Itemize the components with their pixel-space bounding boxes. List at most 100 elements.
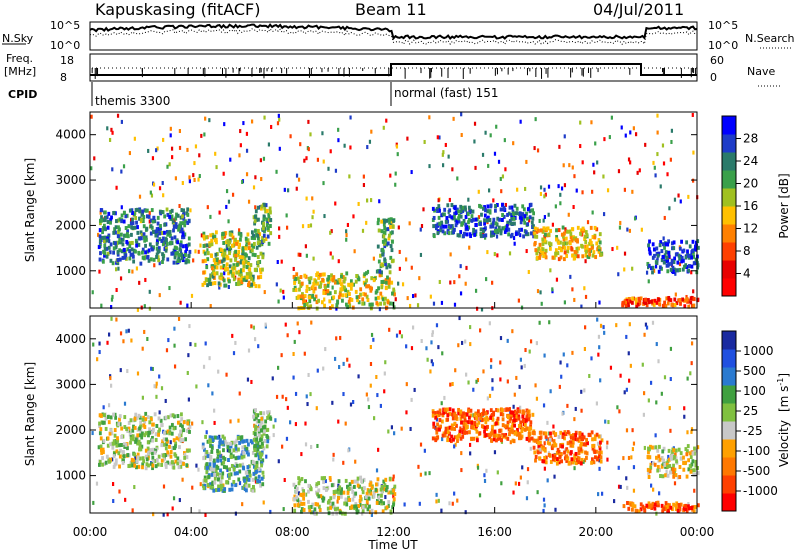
heatmap-cell — [349, 402, 353, 407]
heatmap-cell — [267, 241, 271, 246]
heatmap-cell — [478, 431, 482, 436]
heatmap-cell — [146, 446, 150, 451]
heatmap-cell — [262, 226, 265, 231]
heatmap-cell — [682, 455, 685, 460]
heatmap-cell — [245, 446, 249, 451]
heatmap-cell — [161, 259, 164, 264]
heatmap-cell — [308, 508, 312, 513]
heatmap-cell — [321, 272, 325, 277]
heatmap-cell — [542, 447, 546, 452]
heatmap-cell — [652, 487, 655, 492]
heatmap-cell — [326, 289, 330, 294]
heatmap-cell — [108, 442, 112, 447]
heatmap-cell — [91, 431, 94, 436]
heatmap-cell — [585, 437, 588, 442]
heatmap-cell — [333, 290, 337, 295]
heatmap-cell — [678, 465, 682, 470]
heatmap-cell — [647, 446, 650, 451]
heatmap-cell — [513, 241, 516, 246]
heatmap-cell — [574, 461, 578, 466]
heatmap-cell — [228, 487, 232, 492]
heatmap-cell — [218, 487, 222, 492]
heatmap-cell — [524, 230, 528, 235]
heatmap-cell — [432, 421, 436, 426]
heatmap-cell — [671, 507, 674, 512]
heatmap-cell — [652, 160, 655, 165]
heatmap-cell — [248, 267, 252, 272]
heatmap-cell — [575, 246, 579, 251]
heatmap-cell — [639, 502, 643, 507]
heatmap-cell — [379, 487, 383, 492]
heatmap-cell — [213, 258, 217, 263]
heatmap-cell — [470, 218, 474, 223]
heatmap-cell — [346, 484, 349, 489]
heatmap-cell — [216, 448, 219, 453]
heatmap-cell — [146, 214, 149, 219]
heatmap-cell — [104, 460, 108, 465]
heatmap-cell — [161, 180, 164, 185]
heatmap-cell — [149, 190, 152, 195]
heatmap-cell — [506, 212, 509, 217]
heatmap-cell — [512, 439, 516, 444]
heatmap-cell — [300, 507, 304, 512]
heatmap-cell — [213, 461, 216, 466]
heatmap-cell — [538, 218, 541, 223]
heatmap-cell — [451, 416, 455, 421]
heatmap-cell — [155, 255, 158, 260]
heatmap-cell — [181, 437, 185, 442]
heatmap-cell — [234, 257, 237, 262]
heatmap-cell — [593, 170, 596, 175]
heatmap-cell — [134, 437, 138, 442]
heatmap-cell — [662, 446, 666, 451]
heatmap-cell — [173, 251, 177, 256]
heatmap-cell — [162, 457, 166, 462]
heatmap-cell — [508, 419, 512, 424]
heatmap-cell — [465, 412, 469, 417]
heatmap-cell — [240, 280, 244, 285]
heatmap-cell — [390, 425, 394, 430]
heatmap-cell — [410, 265, 413, 270]
heatmap-cell — [348, 291, 351, 296]
heatmap-cell — [495, 418, 499, 423]
heatmap-cell — [441, 351, 444, 356]
heatmap-cell — [482, 369, 485, 374]
heatmap-cell — [536, 289, 540, 294]
heatmap-cell — [464, 510, 467, 515]
heatmap-cell — [494, 208, 497, 213]
heatmap-cell — [369, 198, 373, 203]
heatmap-cell — [169, 209, 172, 214]
heatmap-cell — [195, 384, 198, 389]
heatmap-cell — [188, 424, 192, 429]
heatmap-cell — [462, 231, 466, 236]
heatmap-cell — [639, 296, 643, 301]
heatmap-cell — [180, 417, 184, 422]
heatmap-cell — [145, 462, 149, 467]
heatmap-cell — [543, 215, 546, 220]
heatmap-cell — [139, 428, 143, 433]
heatmap-cell — [130, 208, 134, 213]
heatmap-cell — [169, 133, 172, 138]
noise-right-tick-top: 10^5 — [708, 19, 738, 32]
heatmap-cell — [130, 463, 134, 468]
heatmap-cell — [181, 214, 184, 219]
heatmap-cell — [238, 272, 241, 277]
noise-right-label: N.Search — [745, 32, 795, 45]
time-tick-label: 00:00 — [73, 525, 108, 539]
heatmap-cell — [277, 365, 280, 370]
heatmap-cell — [111, 130, 114, 135]
heatmap-cell — [255, 217, 259, 222]
heatmap-cell — [282, 507, 285, 512]
heatmap-cell — [206, 439, 210, 444]
heatmap-cell — [684, 255, 688, 260]
heatmap-cell — [141, 465, 144, 470]
heatmap-cell — [457, 216, 460, 221]
heatmap-cell — [464, 222, 468, 227]
heatmap-cell — [304, 442, 308, 447]
heatmap-cell — [657, 359, 660, 364]
heatmap-cell — [201, 282, 205, 287]
heatmap-cell — [305, 394, 308, 399]
heatmap-cell — [474, 223, 478, 228]
heatmap-cell — [560, 232, 564, 237]
heatmap-cell — [354, 279, 358, 284]
heatmap-cell — [294, 422, 298, 427]
